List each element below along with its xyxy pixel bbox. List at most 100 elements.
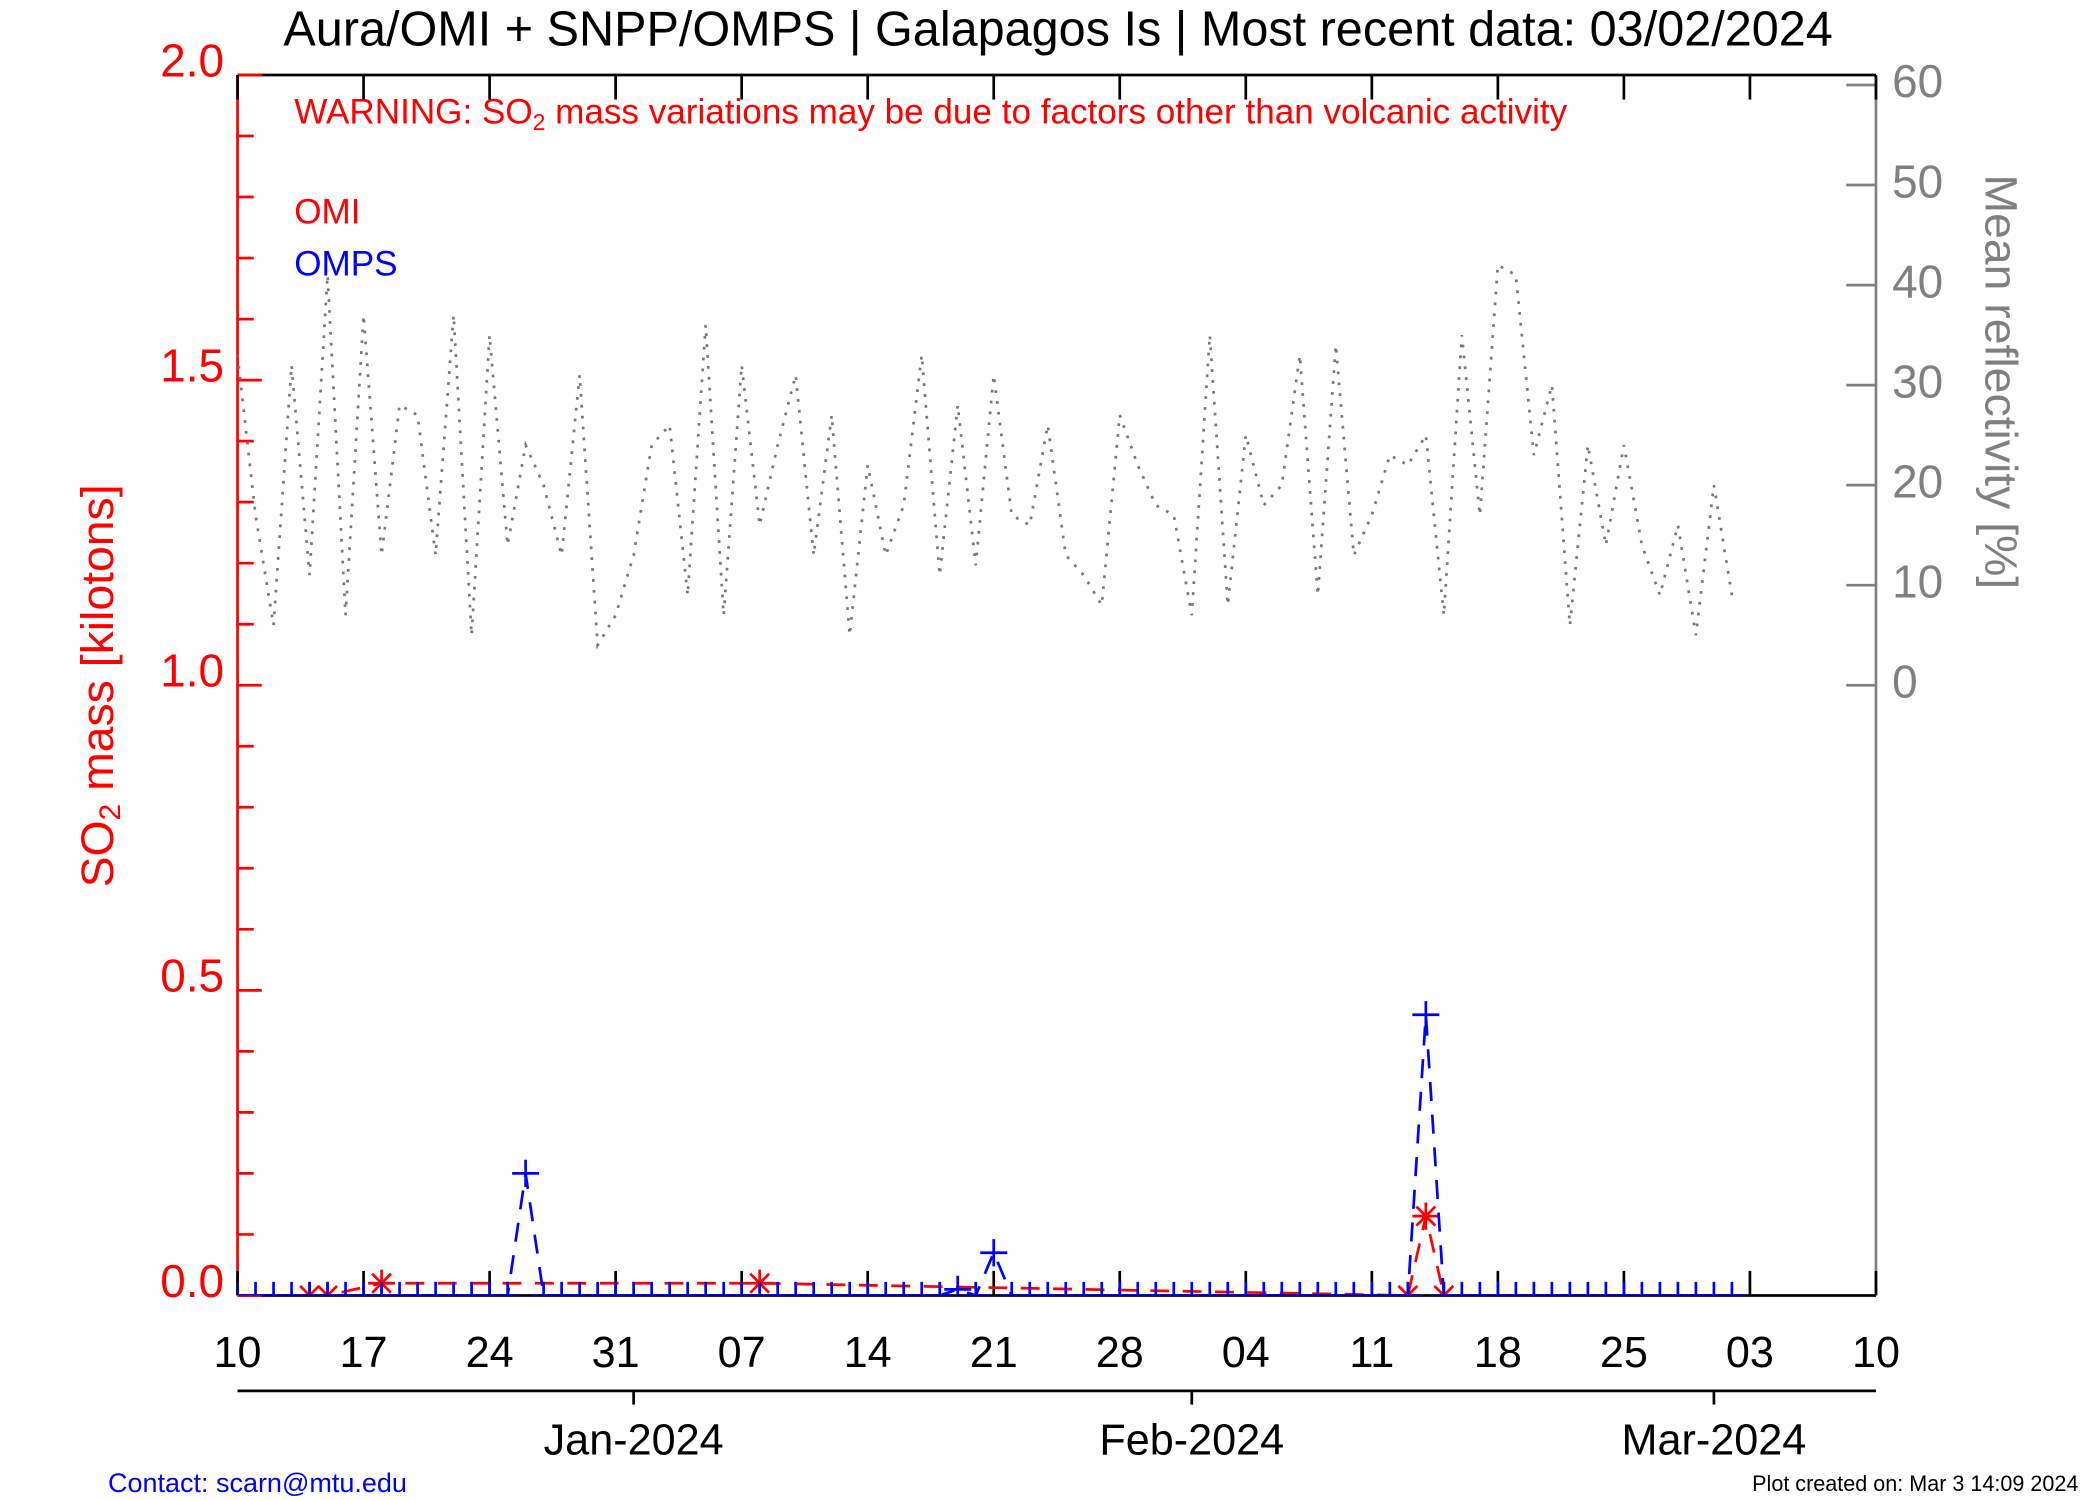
data-marker [584,1281,612,1296]
x-tick-label: 28 [1096,1329,1144,1377]
data-marker [1610,1281,1638,1296]
data-marker [404,1281,432,1296]
data-marker [854,1281,882,1296]
data-marker [782,1281,810,1296]
data-marker [1430,1281,1458,1296]
data-marker [1556,1281,1584,1296]
data-marker [1502,1281,1530,1296]
data-marker [566,1281,594,1296]
x-tick-label: 25 [1600,1329,1648,1377]
data-marker [710,1281,738,1296]
data-marker [386,1281,414,1296]
created-note: Plot created on: Mar 3 14:09 2024 [1752,1471,2078,1496]
data-marker [1358,1281,1386,1296]
data-marker [638,1281,666,1296]
data-marker [1268,1281,1296,1296]
plot-area [237,262,1746,1296]
data-marker [1682,1281,1710,1296]
so2-line [309,1215,1446,1296]
data-marker [620,1281,648,1296]
data-marker [674,1281,702,1296]
data-marker [1718,1281,1746,1296]
contact: Contact: scarn@mtu.edu [108,1467,407,1498]
data-marker [1196,1281,1224,1296]
data-marker [512,1159,540,1188]
y-tick-label: 0.0 [160,1255,224,1307]
data-marker [242,1281,270,1296]
data-marker [1322,1281,1350,1296]
data-marker [1034,1281,1062,1296]
data-marker [332,1281,360,1296]
y-tick-label: 1.0 [160,644,224,696]
y2-tick-label: 60 [1892,55,1943,107]
data-marker [1286,1281,1314,1296]
data-marker [350,1281,378,1296]
data-marker [1250,1281,1278,1296]
data-marker [692,1281,720,1296]
data-marker [872,1281,900,1296]
y2-tick-label: 10 [1892,555,1943,607]
data-marker [314,1281,342,1296]
data-marker [1214,1281,1242,1296]
y2-tick-label: 0 [1892,655,1918,707]
y-label-text: SO [72,820,124,887]
x-tick-label: 07 [718,1329,766,1377]
data-marker [530,1281,558,1296]
y-label-text: mass [kilotons] [72,484,124,803]
data-marker [1574,1281,1602,1296]
y2-tick-label: 30 [1892,355,1943,407]
chart-title: Aura/OMI + SNPP/OMPS | Galapagos Is | Mo… [283,2,1832,56]
data-marker [746,1281,774,1296]
data-marker [890,1281,918,1296]
data-marker [944,1275,972,1296]
x-tick-label: 24 [466,1329,514,1377]
legend-entry: OMI [294,192,360,231]
data-marker [1646,1281,1674,1296]
data-marker [1052,1281,1080,1296]
data-marker [818,1281,846,1296]
data-marker [764,1281,792,1296]
data-marker [1124,1281,1152,1296]
y-tick-label: 1.5 [160,339,224,391]
data-marker [458,1281,486,1296]
data-marker [1088,1281,1116,1296]
data-marker [1376,1281,1404,1296]
y-tick-label: 2.0 [160,34,224,86]
x-tick-label: 04 [1222,1329,1270,1377]
reflectivity-line [237,262,1734,650]
warning-subscript: 2 [533,109,546,135]
data-marker [422,1281,450,1296]
data-marker [1016,1281,1044,1296]
y2-tick-label: 50 [1892,155,1943,207]
data-marker [602,1281,630,1296]
data-marker [494,1281,522,1296]
y2-axis-label: Mean reflectivity [%] [1975,174,2027,589]
data-marker [800,1281,828,1296]
data-marker [926,1281,954,1296]
y2-tick-label: 40 [1892,255,1943,307]
data-marker [1340,1281,1368,1296]
data-marker [260,1281,288,1296]
x-tick-label: 17 [340,1329,388,1377]
data-marker [1628,1281,1656,1296]
data-marker [1070,1281,1098,1296]
x-tick-label: 10 [214,1329,262,1377]
y-label-subscript: 2 [94,804,127,821]
data-marker [1160,1281,1188,1296]
data-marker [1538,1281,1566,1296]
warning: WARNING: SO2 mass variations may be due … [294,93,1567,135]
data-marker [1142,1281,1170,1296]
data-marker [1412,1202,1440,1230]
data-marker [1304,1281,1332,1296]
x-tick-label: 18 [1474,1329,1522,1377]
data-marker [1232,1281,1260,1296]
y2-tick-label: 20 [1892,455,1943,507]
data-marker [1484,1281,1512,1296]
data-marker [476,1281,504,1296]
month-label: Mar-2024 [1622,1416,1807,1464]
data-marker [962,1281,990,1296]
y-axis-label: SO2 mass [kilotons] [72,484,127,887]
x-tick-label: 10 [1852,1329,1900,1377]
data-marker [296,1281,324,1296]
